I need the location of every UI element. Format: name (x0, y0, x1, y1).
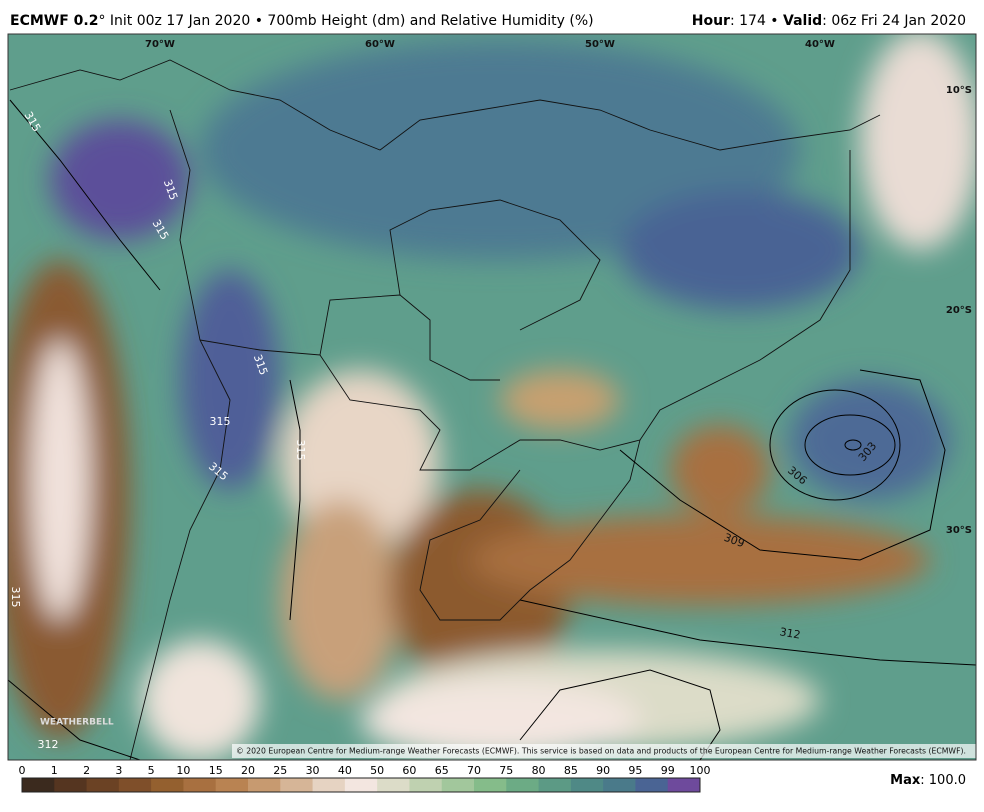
colorbar-tick-label: 2 (83, 764, 90, 777)
colorbar-segment (54, 778, 88, 792)
humidity-field (8, 34, 976, 760)
colorbar-frame (21, 777, 701, 793)
map: 315315315315315315315315312309312306303 … (8, 34, 976, 760)
longitude-label: 40°W (805, 39, 835, 50)
colorbar-segment (86, 778, 120, 792)
longitude-label: 50°W (585, 39, 615, 50)
max: Max: 100.0 (890, 773, 966, 788)
max-value: : 100.0 (920, 773, 966, 788)
colorbar-segment (377, 778, 410, 792)
colorbar-tick-label: 75 (499, 764, 513, 777)
colorbar-tick-label: 30 (306, 764, 320, 777)
max-label: Max (890, 773, 921, 788)
latitude-label: 20°S (946, 305, 972, 316)
colorbar-segment (22, 778, 55, 792)
colorbar-segment (506, 778, 540, 792)
colorbar-tick-label: 60 (402, 764, 416, 777)
borders (9, 59, 881, 760)
colorbar-tick-label: 85 (564, 764, 578, 777)
colorbar-segment (344, 778, 378, 792)
colorbar-segment (635, 778, 669, 792)
colorbar-tick-label: 25 (273, 764, 287, 777)
contour-label: 312 (38, 738, 59, 751)
colorbar-tick-label: 5 (148, 764, 155, 777)
colorbar-segment (441, 778, 475, 792)
colorbar-tick-label: 99 (661, 764, 675, 777)
colorbar-segment (603, 778, 636, 792)
colorbar-segment (474, 778, 507, 792)
colorbar: 0 1 2 3 5 10 15 20 25 30 40 50 60 65 70 75 80 85 90 95 99 100 (19, 764, 711, 793)
model: ECMWF 0.2 (10, 13, 98, 29)
title: ° Init 00z 17 Jan 2020 • 700mb Height (d… (98, 13, 593, 29)
hour-label: Hour (692, 13, 730, 29)
colorbar-segment (280, 778, 314, 792)
colorbar-tick-label: 1 (51, 764, 58, 777)
colorbar-tick-label: 95 (628, 764, 642, 777)
contour-label: 315 (210, 415, 231, 428)
graticule-labels: 70°W 60°W 50°W 40°W 10°S 20°S 30°S (145, 39, 972, 536)
colorbar-segment (183, 778, 217, 792)
colorbar-segment (570, 778, 604, 792)
header-left: ECMWF 0.2° Init 00z 17 Jan 2020 • 700mb … (10, 13, 594, 29)
colorbar-segment (409, 778, 443, 792)
colorbar-tick-label: 90 (596, 764, 610, 777)
colorbar-segment (248, 778, 281, 792)
colorbar-tick-label: 40 (338, 764, 352, 777)
colorbar-segment (312, 778, 346, 792)
contour-label: 312 (779, 625, 802, 641)
contour-label: 315 (9, 587, 22, 608)
colorbar-tick-label: 0 (19, 764, 26, 777)
colorbar-tick-label: 10 (176, 764, 190, 777)
contours (8, 99, 976, 760)
colorbar-tick-label: 65 (435, 764, 449, 777)
map-frame (7, 33, 977, 761)
colorbar-tick-label: 3 (115, 764, 122, 777)
longitude-label: 60°W (365, 39, 395, 50)
contour-label: 315 (294, 440, 307, 461)
colorbar-tick-label: 50 (370, 764, 384, 777)
colorbar-segment (215, 778, 249, 792)
colorbar-segment (538, 778, 572, 792)
colorbar-tick-label: 70 (467, 764, 481, 777)
colorbar-tick-label: 80 (532, 764, 546, 777)
logo: WEATHERBELL (40, 718, 114, 728)
hour: : 174 • (730, 13, 783, 29)
latitude-label: 10°S (946, 85, 972, 96)
copyright: © 2020 European Centre for Medium-range … (236, 747, 966, 756)
header-right: Hour: 174 • Valid: 06z Fri 24 Jan 2020 (692, 13, 966, 29)
latitude-label: 30°S (946, 525, 972, 536)
colorbar-segment (118, 778, 152, 792)
colorbar-tick-label: 15 (209, 764, 223, 777)
colorbar-segment (667, 778, 701, 792)
valid-label: Valid (783, 13, 822, 29)
valid: : 06z Fri 24 Jan 2020 (822, 13, 966, 29)
colorbar-segment (151, 778, 184, 792)
colorbar-tick-label: 20 (241, 764, 255, 777)
colorbar-tick-label: 100 (690, 764, 711, 777)
longitude-label: 70°W (145, 39, 175, 50)
copyright-bg (232, 744, 976, 758)
